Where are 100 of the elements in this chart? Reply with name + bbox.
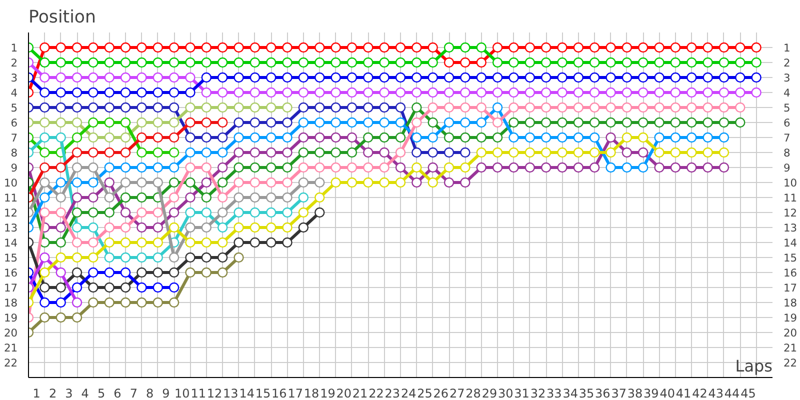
point [72, 267, 82, 278]
x-tick-label: 38 [627, 386, 643, 400]
point [346, 57, 358, 68]
y2-tick-label: 13 [784, 222, 798, 234]
point [508, 87, 519, 98]
point [460, 57, 470, 68]
point [314, 177, 325, 188]
point [428, 177, 438, 188]
point [40, 297, 50, 308]
point [136, 117, 147, 128]
x-tick-label: 2 [48, 386, 57, 400]
point [217, 102, 228, 113]
y2-tick-label: 16 [784, 266, 798, 280]
point [72, 252, 82, 263]
point [168, 282, 180, 293]
point [88, 222, 98, 233]
point [363, 177, 374, 188]
point [185, 222, 196, 233]
point [298, 177, 309, 188]
point [589, 72, 600, 83]
point [298, 192, 309, 203]
point [120, 162, 131, 173]
point [686, 132, 697, 143]
point [282, 87, 292, 98]
point [508, 42, 519, 53]
point [136, 102, 147, 113]
point [476, 117, 486, 128]
point [282, 147, 292, 158]
point [314, 132, 325, 143]
point [40, 42, 50, 53]
point [152, 237, 163, 248]
point [168, 297, 180, 308]
x-tick-label: 37 [611, 386, 626, 400]
point [136, 267, 147, 278]
point [152, 147, 163, 158]
y-tick-label: 16 [4, 266, 18, 280]
point [250, 117, 260, 128]
point [56, 282, 66, 293]
point [573, 117, 584, 128]
y2-tick-label: 12 [784, 206, 798, 220]
point [120, 237, 131, 248]
point [152, 282, 163, 293]
point [476, 57, 486, 68]
point [56, 237, 66, 248]
point [40, 177, 50, 188]
y2-tick-label: 4 [784, 86, 790, 100]
point [557, 117, 568, 128]
point [557, 57, 568, 68]
y2-tick-label: 15 [784, 252, 798, 264]
point [686, 162, 697, 173]
point [654, 57, 664, 68]
point [702, 42, 713, 53]
point [622, 147, 632, 158]
y-tick-label: 11 [4, 192, 18, 204]
point [395, 87, 406, 98]
point [217, 192, 228, 203]
point [412, 102, 422, 113]
point [72, 42, 82, 53]
point [735, 72, 746, 83]
point [606, 132, 616, 143]
point [622, 117, 632, 128]
point [298, 57, 309, 68]
point [201, 132, 212, 143]
x-tick-label: 24 [400, 386, 416, 400]
point [201, 252, 212, 263]
point [622, 42, 632, 53]
point [72, 132, 82, 143]
point [266, 177, 276, 188]
point [718, 147, 730, 158]
point [40, 282, 50, 293]
point [638, 57, 648, 68]
x-tick-label: 26 [433, 386, 449, 400]
point [234, 42, 244, 53]
point [444, 132, 454, 143]
point [524, 102, 535, 113]
point [88, 267, 98, 278]
point [104, 57, 114, 68]
point [718, 42, 730, 53]
point [217, 72, 228, 83]
point [56, 222, 66, 233]
point [524, 132, 535, 143]
point [104, 87, 114, 98]
point [266, 192, 276, 203]
point [88, 117, 98, 128]
point [168, 252, 180, 263]
y-tick-label: 5 [10, 102, 18, 114]
point [266, 102, 276, 113]
point [201, 237, 212, 248]
y-tick-label: 21 [4, 342, 18, 354]
point [460, 72, 470, 83]
point [395, 57, 406, 68]
point [185, 132, 196, 143]
point [282, 117, 292, 128]
point [428, 102, 438, 113]
point [104, 162, 114, 173]
point [524, 117, 535, 128]
point [152, 42, 163, 53]
point [718, 132, 730, 143]
point [524, 42, 535, 53]
point [104, 237, 114, 248]
